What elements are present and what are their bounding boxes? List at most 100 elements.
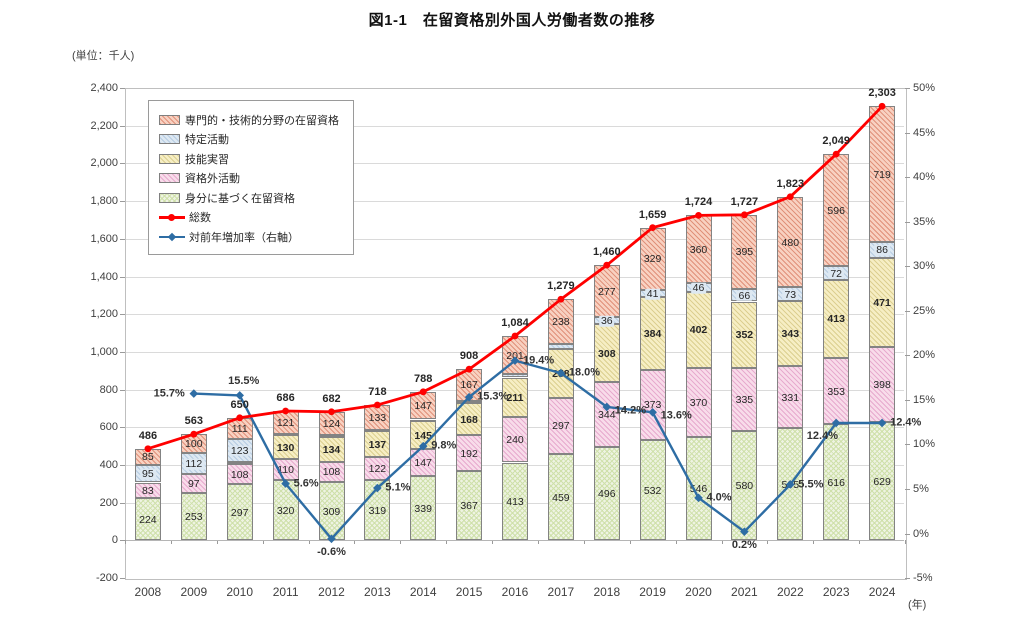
right-axis-tick bbox=[905, 88, 910, 89]
segment-label-designated-2021: 66 bbox=[736, 289, 753, 302]
segment-label-outside-2017: 297 bbox=[552, 420, 570, 433]
right-axis-label: 45% bbox=[913, 126, 936, 139]
bar-segment-designated-2011 bbox=[272, 433, 299, 436]
bar-segment-designated-2016 bbox=[502, 373, 528, 378]
x-axis-year-label: 2018 bbox=[593, 585, 621, 599]
segment-label-identity-2023: 616 bbox=[827, 476, 845, 489]
right-axis-label: 35% bbox=[913, 215, 936, 228]
legend-swatch-professional-icon bbox=[159, 114, 180, 125]
segment-label-professional-2022: 480 bbox=[781, 236, 800, 249]
x-axis-year-label: 2023 bbox=[822, 585, 850, 599]
left-axis-tick bbox=[120, 351, 125, 353]
growth-label-2010: 15.5% bbox=[228, 375, 260, 388]
right-axis-tick bbox=[905, 533, 910, 535]
legend-item-professional: 専門的・技術的分野の在留資格 bbox=[159, 110, 343, 130]
legend-item-designated: 特定活動 bbox=[159, 130, 343, 150]
segment-label-professional-2023: 596 bbox=[827, 204, 845, 217]
growth-label-2018: 14.2% bbox=[614, 404, 646, 417]
legend-swatch-designated-icon bbox=[159, 134, 180, 145]
right-axis-label: -5% bbox=[913, 572, 933, 584]
right-axis-tick bbox=[905, 177, 910, 179]
segment-label-professional-2011: 121 bbox=[276, 416, 295, 429]
growth-label-2019: 13.6% bbox=[660, 409, 692, 422]
right-axis-tick bbox=[905, 355, 910, 357]
left-axis-label: 2,000 bbox=[90, 157, 118, 170]
bar-segment-identity-2008 bbox=[134, 498, 161, 541]
x-axis-year-label: 2015 bbox=[455, 585, 483, 599]
bar-segment-designated-2017 bbox=[547, 344, 574, 350]
chart-title: 図1-1 在留資格別外国人労働者数の推移 bbox=[368, 12, 656, 29]
total-label-2024: 2,303 bbox=[868, 87, 896, 100]
growth-label-2013: 5.1% bbox=[385, 481, 411, 494]
growth-label-2017: 18.0% bbox=[568, 366, 601, 379]
growth-label-2024: 12.4% bbox=[890, 416, 922, 429]
x-axis-year-label: 2019 bbox=[639, 585, 666, 599]
segment-label-training-2021: 352 bbox=[735, 328, 754, 341]
x-axis-tick bbox=[721, 540, 723, 545]
left-axis-tick bbox=[120, 201, 125, 203]
left-axis-label: 1,000 bbox=[90, 345, 118, 358]
total-label-2020: 1,724 bbox=[684, 196, 713, 209]
left-axis-label: 1,800 bbox=[90, 195, 118, 208]
left-axis-tick bbox=[120, 314, 125, 316]
bar-segment-designated-2013 bbox=[364, 430, 391, 433]
segment-label-training-2015: 168 bbox=[460, 413, 478, 426]
legend-swatch-outside-icon bbox=[159, 173, 180, 184]
x-axis-year-label: 2020 bbox=[685, 585, 712, 599]
total-label-2014: 788 bbox=[414, 372, 433, 385]
total-label-2017: 1,279 bbox=[547, 280, 575, 293]
x-axis-year-label: 2016 bbox=[501, 585, 529, 599]
segment-label-designated-2010: 123 bbox=[228, 444, 251, 457]
segment-label-professional-2017: 238 bbox=[552, 315, 570, 328]
total-label-2008: 486 bbox=[138, 429, 158, 442]
growth-label-2014: 9.8% bbox=[431, 439, 457, 452]
segment-label-professional-2015: 167 bbox=[460, 379, 478, 392]
legend-item-identity: 身分に基づく在留資格 bbox=[159, 188, 343, 208]
growth-label-2012: -0.6% bbox=[317, 545, 346, 558]
left-axis-tick bbox=[120, 276, 125, 278]
segment-label-outside-2023: 353 bbox=[827, 385, 845, 398]
legend-label-outside: 資格外活動 bbox=[185, 173, 240, 186]
right-axis-label: 20% bbox=[913, 349, 936, 362]
segment-label-professional-2013: 133 bbox=[368, 411, 387, 424]
x-axis-year-label: 2012 bbox=[318, 585, 345, 599]
legend-label-training: 技能実習 bbox=[185, 153, 229, 166]
left-axis-tick bbox=[120, 88, 125, 89]
segment-label-designated-2018: 36 bbox=[598, 314, 615, 327]
segment-label-outside-2016: 240 bbox=[506, 434, 524, 447]
segment-label-professional-2019: 329 bbox=[643, 252, 662, 265]
segment-label-training-2017: 258 bbox=[552, 367, 570, 380]
x-axis-year-label: 2009 bbox=[180, 585, 208, 599]
segment-label-outside-2008: 83 bbox=[142, 484, 154, 497]
legend-line-total-icon bbox=[159, 212, 185, 222]
right-axis-tick bbox=[905, 399, 910, 401]
segment-label-designated-2024: 86 bbox=[874, 244, 890, 257]
segment-label-designated-2008: 95 bbox=[140, 467, 156, 480]
growth-label-2023: 12.4% bbox=[806, 430, 838, 442]
left-axis-tick bbox=[120, 464, 125, 466]
total-label-2022: 1,823 bbox=[776, 177, 805, 190]
growth-label-2016: 19.4% bbox=[523, 354, 555, 367]
x-axis-year-label: 2010 bbox=[226, 585, 254, 599]
left-axis-label: 2,200 bbox=[90, 119, 118, 132]
segment-label-identity-2014: 339 bbox=[414, 502, 432, 515]
right-axis-label: 50% bbox=[913, 82, 936, 94]
x-axis-tick bbox=[859, 540, 861, 545]
total-label-2016: 1,084 bbox=[501, 317, 529, 329]
x-axis-year-label: 2024 bbox=[868, 585, 896, 599]
x-axis-tick bbox=[629, 540, 631, 545]
right-axis-label: 5% bbox=[913, 482, 929, 495]
right-axis-tick bbox=[905, 310, 910, 312]
segment-label-identity-2013: 319 bbox=[368, 504, 387, 517]
bar-segment-outside-2008 bbox=[134, 482, 161, 499]
growth-label-2009: 15.7% bbox=[153, 387, 185, 400]
segment-label-training-2018: 308 bbox=[598, 347, 616, 360]
legend-label-total: 総数 bbox=[189, 212, 211, 225]
x-axis-tick bbox=[537, 540, 539, 545]
segment-label-outside-2022: 331 bbox=[781, 391, 800, 404]
left-axis-label: 800 bbox=[99, 383, 118, 396]
segment-label-outside-2012: 108 bbox=[322, 466, 341, 479]
segment-label-outside-2010: 108 bbox=[230, 468, 249, 481]
x-axis-year-label: 2022 bbox=[776, 585, 804, 599]
